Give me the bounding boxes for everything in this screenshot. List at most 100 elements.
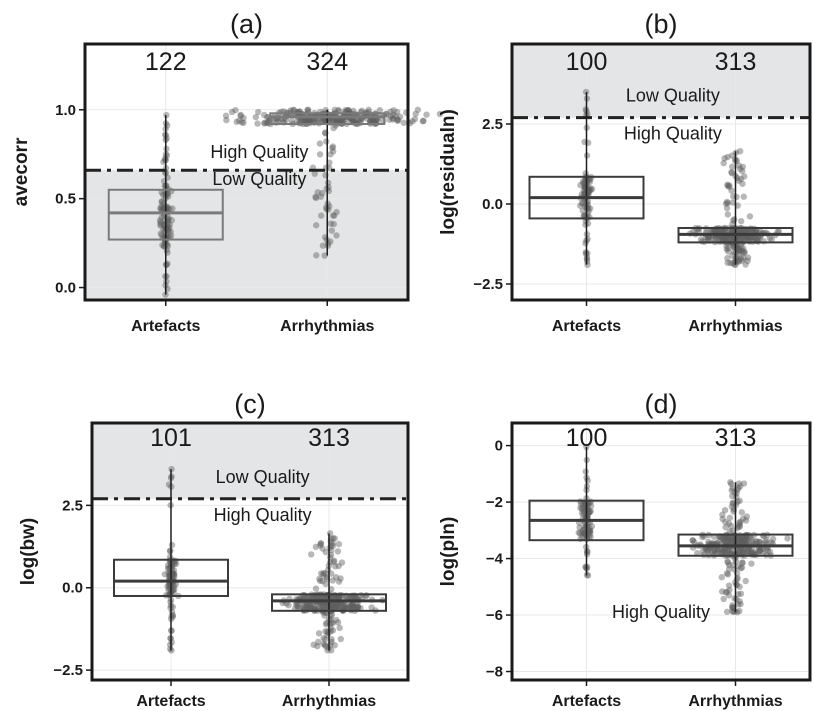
data-point	[337, 635, 345, 643]
data-point	[735, 258, 742, 265]
data-point	[744, 254, 752, 261]
data-point	[582, 501, 589, 508]
data-point	[300, 603, 307, 611]
data-point	[322, 636, 329, 643]
data-point	[159, 205, 166, 213]
data-point	[766, 548, 774, 556]
data-point	[301, 117, 309, 124]
data-point	[341, 604, 349, 611]
data-point	[724, 259, 731, 266]
data-point	[586, 187, 593, 194]
data-point	[585, 533, 593, 541]
data-point	[737, 536, 744, 543]
y-tick-label: −8	[486, 664, 503, 681]
data-point	[738, 244, 745, 252]
data-point	[582, 203, 589, 210]
data-point	[353, 116, 360, 124]
x-tick-label: Arrhythmias	[280, 318, 374, 335]
x-tick-label: Artefacts	[136, 693, 205, 710]
data-point	[738, 509, 746, 516]
data-point	[387, 108, 395, 115]
data-point	[164, 193, 172, 200]
data-point	[350, 118, 358, 125]
data-point	[735, 248, 743, 255]
data-point	[728, 536, 736, 543]
data-point	[290, 107, 297, 114]
data-point	[725, 248, 732, 255]
data-point	[704, 546, 712, 553]
data-point	[713, 227, 721, 235]
data-point	[691, 538, 698, 546]
data-point	[300, 606, 307, 613]
data-point	[744, 257, 751, 265]
data-point	[393, 108, 401, 116]
data-point	[726, 586, 733, 594]
data-point	[223, 116, 230, 124]
data-point	[760, 545, 767, 553]
data-point	[737, 590, 745, 597]
data-point	[754, 549, 761, 557]
region-label-lower: High Quality	[612, 602, 710, 622]
data-point	[740, 250, 747, 257]
data-point	[700, 551, 708, 558]
data-point	[308, 118, 315, 125]
data-point	[414, 106, 422, 113]
data-point	[383, 110, 391, 118]
data-point	[729, 500, 736, 507]
data-point	[769, 535, 777, 543]
data-point	[322, 604, 329, 611]
data-point	[322, 621, 330, 628]
data-point	[307, 117, 315, 124]
data-point	[327, 151, 334, 158]
data-point	[579, 200, 587, 207]
data-point	[727, 522, 735, 530]
data-point	[728, 152, 736, 159]
data-point	[740, 546, 747, 553]
data-point	[723, 204, 731, 212]
data-point	[738, 247, 746, 254]
data-point	[328, 619, 336, 626]
data-point	[736, 247, 743, 254]
data-point	[742, 535, 749, 542]
data-point	[719, 547, 727, 555]
data-point	[735, 547, 742, 554]
data-point	[728, 503, 736, 510]
data-point	[436, 110, 444, 118]
data-point	[314, 189, 321, 196]
data-point	[709, 547, 716, 554]
data-point	[725, 561, 733, 569]
data-point	[169, 205, 176, 212]
data-point	[170, 567, 178, 574]
data-point	[578, 191, 585, 198]
data-point	[237, 112, 244, 120]
data-point	[412, 110, 419, 118]
data-point	[252, 113, 260, 121]
data-point	[390, 111, 397, 119]
data-point	[311, 604, 318, 611]
data-point	[333, 208, 340, 216]
data-point	[346, 604, 354, 612]
data-point	[328, 636, 335, 643]
data-point	[316, 151, 324, 158]
data-point	[740, 533, 747, 541]
panel-c: 101 Artefacts 313 Arrhythmias Low Quality Hig…	[18, 389, 410, 710]
data-point	[164, 562, 172, 569]
data-point	[335, 106, 342, 114]
data-point	[739, 515, 747, 522]
data-point	[303, 604, 310, 611]
data-point	[400, 119, 407, 126]
data-point	[330, 594, 337, 601]
data-point	[725, 547, 732, 555]
data-point	[745, 234, 752, 242]
count-label: 100	[566, 48, 608, 76]
data-point	[748, 560, 755, 567]
data-point	[367, 117, 374, 124]
data-point	[167, 228, 174, 235]
data-point	[396, 113, 404, 120]
data-point	[166, 548, 174, 555]
data-point	[575, 529, 582, 536]
data-point	[158, 231, 165, 239]
data-point	[578, 505, 586, 513]
data-point	[307, 551, 315, 558]
data-point	[337, 575, 344, 582]
